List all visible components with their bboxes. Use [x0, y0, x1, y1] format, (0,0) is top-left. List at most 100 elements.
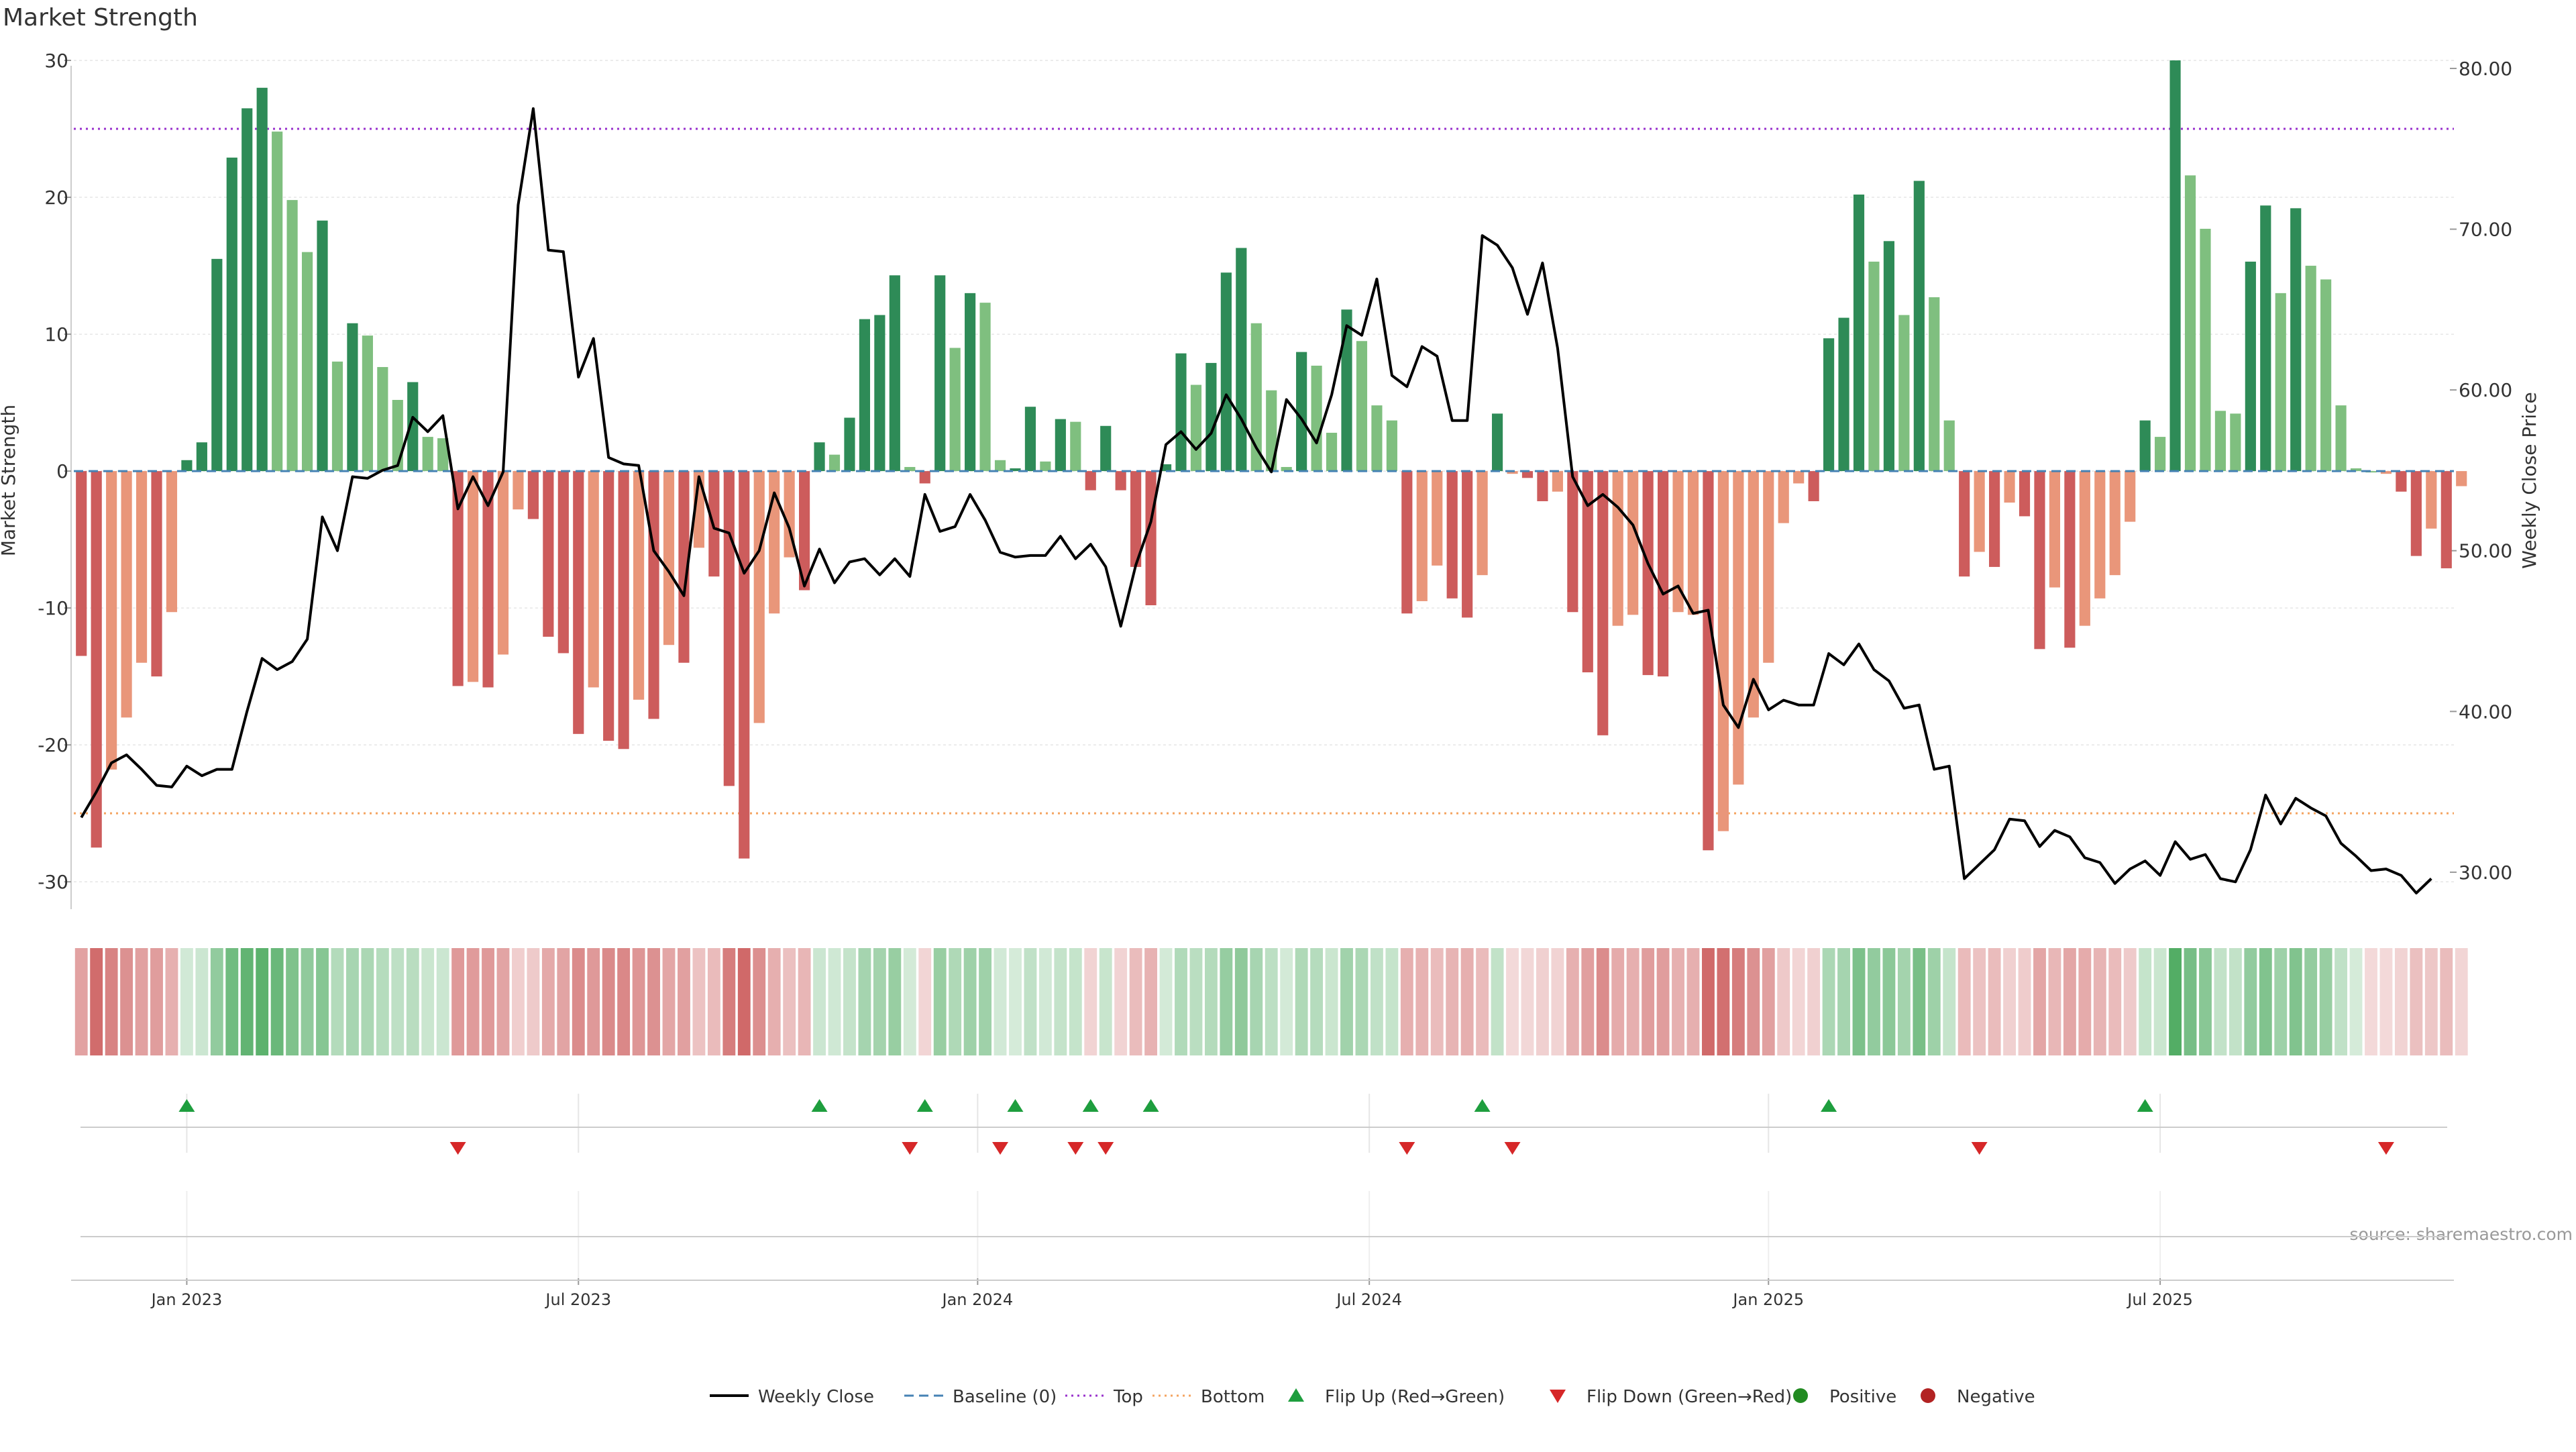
- strength-band-cell: [512, 948, 525, 1055]
- flip-down-marker: [1097, 1142, 1114, 1155]
- strength-band-cell: [225, 948, 239, 1055]
- strength-bar: [1898, 315, 1910, 472]
- strength-band-cell: [587, 948, 600, 1055]
- strength-bar: [1838, 317, 1849, 472]
- strength-band-cell: [331, 948, 344, 1055]
- strength-band-cell: [1566, 948, 1579, 1055]
- strength-bar: [2275, 293, 2286, 472]
- legend-item: Top: [1065, 1387, 1143, 1407]
- strength-band-cell: [1822, 948, 1835, 1055]
- strength-bar: [1115, 471, 1126, 490]
- strength-band-cell: [1370, 948, 1383, 1055]
- strength-band-cell: [2334, 948, 2348, 1055]
- strength-band-cell: [2229, 948, 2242, 1055]
- strength-bar: [2260, 205, 2271, 472]
- strength-band-cell: [1476, 948, 1489, 1055]
- strength-band-cell: [979, 948, 992, 1055]
- legend-item: Flip Up (Red→Green): [1288, 1387, 1505, 1407]
- strength-band-cell: [1355, 948, 1368, 1055]
- strength-band-cell: [1430, 948, 1444, 1055]
- flip-up-marker: [916, 1099, 933, 1112]
- strength-band-cell: [1686, 948, 1700, 1055]
- strength-band-cell: [1611, 948, 1625, 1055]
- strength-bar: [1793, 471, 1805, 484]
- strength-band-cell: [270, 948, 284, 1055]
- y-right-tick-label: 40.00: [2459, 701, 2512, 723]
- strength-bar: [889, 275, 900, 472]
- strength-band-cell: [1295, 948, 1308, 1055]
- strength-bar: [1160, 464, 1172, 472]
- strength-bar: [392, 400, 403, 472]
- strength-band-cell: [572, 948, 585, 1055]
- strength-band-cell: [2003, 948, 2016, 1055]
- strength-band-cell: [1129, 948, 1142, 1055]
- strength-band-cell: [2169, 948, 2182, 1055]
- strength-band-cell: [361, 948, 374, 1055]
- legend-item: Positive: [1793, 1387, 1896, 1407]
- chart-title: Market Strength: [3, 4, 198, 32]
- strength-bar: [1823, 338, 1835, 472]
- strength-band-cell: [527, 948, 540, 1055]
- strength-bar: [1627, 471, 1639, 615]
- strength-bar: [2125, 471, 2136, 522]
- strength-band-cell: [1913, 948, 1926, 1055]
- x-tick-label: Jan 2023: [150, 1290, 223, 1309]
- strength-band-cell: [888, 948, 902, 1055]
- strength-bar: [181, 460, 193, 472]
- y-left-tick-label: -30: [38, 871, 68, 893]
- strength-bar: [437, 438, 449, 472]
- legend-item: Baseline (0): [904, 1387, 1057, 1407]
- strength-bar: [814, 442, 825, 472]
- y-right-tick-label: 30.00: [2459, 862, 2512, 884]
- strength-band-cell: [1551, 948, 1564, 1055]
- strength-bar: [965, 293, 976, 472]
- strength-bar: [1507, 471, 1518, 474]
- strength-band-cell: [74, 948, 88, 1055]
- strength-bar: [949, 348, 961, 472]
- strength-band-cell: [1175, 948, 1187, 1055]
- strength-band-cell: [120, 948, 133, 1055]
- x-tick-label: Jan 2025: [1731, 1290, 1804, 1309]
- strength-bar: [1356, 341, 1368, 472]
- strength-band-cell: [1325, 948, 1338, 1055]
- strength-bar: [1266, 390, 1277, 472]
- y-left-tick-label: -10: [38, 597, 68, 619]
- strength-band-cell: [2048, 948, 2061, 1055]
- strength-band-cell: [2455, 948, 2468, 1055]
- strength-bar: [136, 471, 148, 663]
- strength-band-cell: [557, 948, 570, 1055]
- strength-bar: [76, 471, 87, 656]
- strength-bar: [196, 442, 207, 472]
- flip-up-marker: [1474, 1099, 1491, 1112]
- strength-band-cell: [1882, 948, 1896, 1055]
- strength-band-cell: [2184, 948, 2197, 1055]
- strength-bar: [1687, 471, 1699, 615]
- strength-band-cell: [466, 948, 480, 1055]
- strength-band-cell: [662, 948, 676, 1055]
- strength-bar: [1341, 309, 1352, 472]
- y-axis-right-label: Weekly Close Price: [2518, 392, 2540, 568]
- strength-bar: [1024, 407, 1036, 472]
- strength-bar: [1943, 420, 1955, 472]
- flip-down-marker: [902, 1142, 918, 1155]
- strength-bar: [1748, 471, 1759, 718]
- strength-band-cell: [1973, 948, 1986, 1055]
- strength-bar: [1236, 248, 1247, 472]
- strength-band-cell: [1656, 948, 1670, 1055]
- strength-band-cell: [436, 948, 449, 1055]
- strength-bar: [994, 460, 1006, 472]
- x-tick-label: Jul 2024: [1335, 1290, 1402, 1309]
- strength-band-cell: [391, 948, 405, 1055]
- strength-bar: [1175, 353, 1187, 472]
- strength-band-cell: [602, 948, 615, 1055]
- strength-bar: [467, 471, 479, 682]
- strength-bar: [2305, 266, 2316, 472]
- strength-bar: [1521, 471, 1534, 478]
- strength-bar: [2320, 279, 2332, 472]
- strength-band-cell: [1099, 948, 1112, 1055]
- strength-bar: [934, 275, 946, 472]
- strength-bar: [1642, 471, 1654, 676]
- strength-band-cell: [2199, 948, 2212, 1055]
